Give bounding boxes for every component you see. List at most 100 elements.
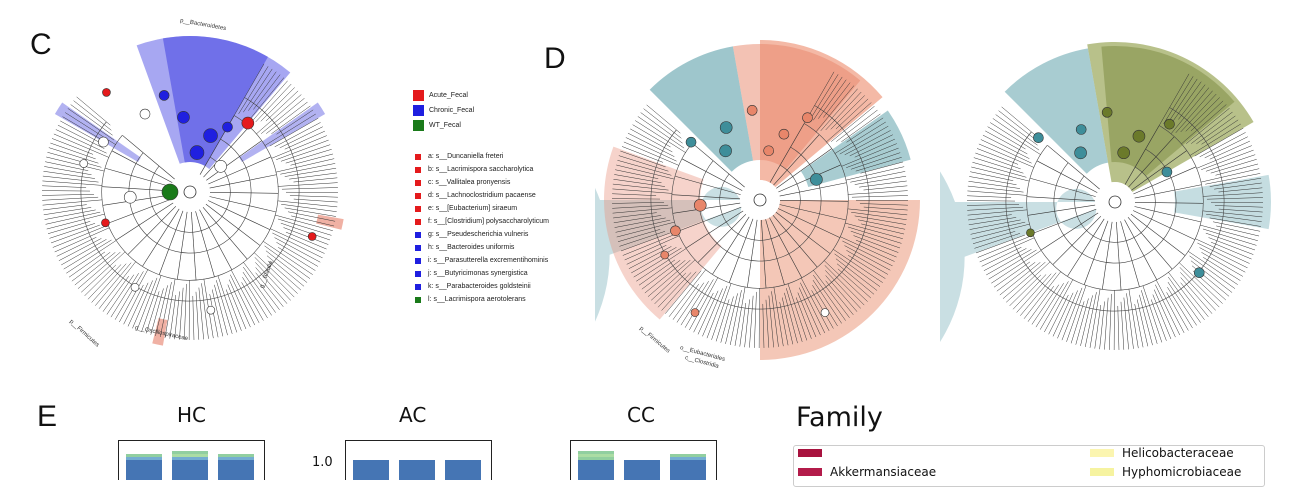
- tree-trunk-21: [105, 168, 170, 186]
- tree-trunk-10: [1124, 220, 1156, 280]
- tree-trunk-22: [112, 151, 172, 183]
- tree-branch-102: [1017, 274, 1052, 313]
- tree-node-5: [720, 121, 732, 133]
- bar-1-segment-base: [624, 460, 660, 480]
- tree-trunk-7: [208, 201, 270, 230]
- bar-2-segment-0: [670, 457, 706, 460]
- tree-node-7: [810, 173, 822, 185]
- legend-label: a: s__Duncaniella freteri: [428, 153, 504, 160]
- tree-branch-116: [53, 226, 105, 247]
- tree-branch-69: [1151, 300, 1166, 341]
- tree-trunk-9: [1128, 217, 1172, 269]
- legend-taxon-7: h: s__Bacteroides uniformis: [415, 241, 549, 254]
- legend-swatch: [415, 284, 421, 290]
- tree-branch-15: [265, 114, 316, 146]
- bar-0-segment-1: [578, 454, 614, 457]
- tree-branch-136: [972, 162, 1026, 177]
- clade-highlight-2: [55, 103, 141, 162]
- tree-branch-126: [42, 197, 98, 200]
- tree-node-6: [686, 137, 696, 147]
- family-label: Hyphomicrobiaceae: [1122, 465, 1241, 479]
- legend-label: h: s__Bacteroides uniformis: [428, 244, 514, 251]
- tree-node-4: [1075, 147, 1087, 159]
- legend-swatch: [415, 193, 421, 199]
- tree-branch-99: [1028, 286, 1054, 322]
- legend-taxon-9: j: s__Butyricimonas synergistica: [415, 267, 549, 280]
- tree-branch-108: [997, 262, 1035, 291]
- tree-branch-35: [278, 201, 338, 207]
- tree-node-5: [1076, 124, 1086, 134]
- tree-branch-44: [1211, 242, 1252, 259]
- legend-swatch: [415, 271, 421, 277]
- legend-label: d: s__Lachnoclostridium pacaense: [428, 192, 536, 199]
- tree-branch-40: [1200, 225, 1258, 241]
- tree-branch-82: [179, 288, 183, 340]
- legend-swatch: [415, 219, 421, 225]
- tree-branch-123: [44, 207, 91, 214]
- tree-branch-113: [984, 248, 1027, 270]
- tree-node-9: [670, 226, 680, 236]
- tree-node-12: [821, 309, 829, 317]
- tree-branch-22: [1206, 155, 1255, 172]
- tree-branch-42: [281, 223, 330, 240]
- tree-trunk-4: [210, 175, 277, 188]
- tree-branch-57: [1180, 272, 1215, 310]
- tree-branch-50: [1188, 251, 1238, 285]
- tree-node-6: [1033, 133, 1043, 143]
- tree-node-13: [131, 283, 139, 291]
- legend-taxon-6: g: s__Pseudescherichia vulneris: [415, 228, 549, 241]
- tree-branch-113: [59, 238, 102, 260]
- bar-0-segment-base: [578, 460, 614, 480]
- tree-branch-71: [1141, 290, 1157, 344]
- family-item-akkermansiaceae: Akkermansiaceae: [798, 465, 936, 479]
- tree-branch-92: [1057, 290, 1077, 338]
- tree-trunk-15: [143, 209, 180, 266]
- tree-node-11: [101, 219, 109, 227]
- tree-branch-139: [977, 148, 1018, 164]
- bar-0-segment-base: [126, 460, 162, 480]
- legend-label: i: s__Parasutterella excrementihominis: [428, 257, 548, 264]
- bar-title-hc: HC: [177, 403, 206, 427]
- bar-2-segment-1: [670, 454, 706, 457]
- tree-branch-146: [638, 116, 684, 148]
- bar-2-segment-base: [445, 460, 481, 480]
- tree-branch-144: [633, 125, 671, 147]
- tree-branch-61: [243, 267, 275, 313]
- tree-branch-81: [1109, 294, 1111, 350]
- tree-node-3: [1164, 119, 1174, 129]
- tree-branch-110: [991, 250, 1041, 283]
- tree-branch-49: [1203, 257, 1240, 280]
- legend-taxon-8: i: s__Parasutterella excrementihominis: [415, 254, 549, 267]
- tree-branch-28: [859, 181, 907, 187]
- bar-1-segment-base: [172, 460, 208, 480]
- bar-chart-ac: [345, 440, 495, 480]
- tree-trunk-10: [199, 210, 231, 270]
- tree-branch-42: [1206, 233, 1255, 250]
- tree-branch-133: [969, 176, 1016, 184]
- legend-label: j: s__Butyricimonas synergistica: [428, 270, 528, 277]
- tree-node-5: [159, 90, 169, 100]
- bar-1-segment-0: [172, 457, 208, 460]
- legend-taxon-0: a: s__Duncaniella freteri: [415, 150, 549, 163]
- legend-taxon-4: e: s__[Eubacterium] siraeum: [415, 202, 549, 215]
- tree-branch-114: [57, 237, 97, 256]
- tree-branch-132: [43, 171, 94, 178]
- tree-branch-69: [226, 290, 241, 331]
- bar-0-segment-0: [126, 457, 162, 460]
- tree-node-16: [102, 88, 110, 96]
- bar-2-segment-base: [670, 460, 706, 480]
- tree-branch-30: [278, 183, 338, 187]
- legend-swatch: [413, 105, 424, 116]
- bar-title-ac: AC: [399, 403, 426, 427]
- tree-trunk-11: [1121, 221, 1140, 286]
- legend-swatch: [415, 258, 421, 264]
- tree-trunk-19: [103, 195, 170, 205]
- tree-branch-29: [864, 186, 908, 190]
- tree-branch-82: [1104, 298, 1108, 350]
- legend-taxon-5: f: s__[Clostridium] polysaccharolyticum: [415, 215, 549, 228]
- tree-trunk-16: [128, 206, 176, 254]
- legend-label: f: s__[Clostridium] polysaccharolyticum: [428, 218, 549, 225]
- tree-trunk-20: [102, 187, 170, 191]
- tree-branch-27: [855, 176, 906, 184]
- tree-node-2: [1102, 107, 1112, 117]
